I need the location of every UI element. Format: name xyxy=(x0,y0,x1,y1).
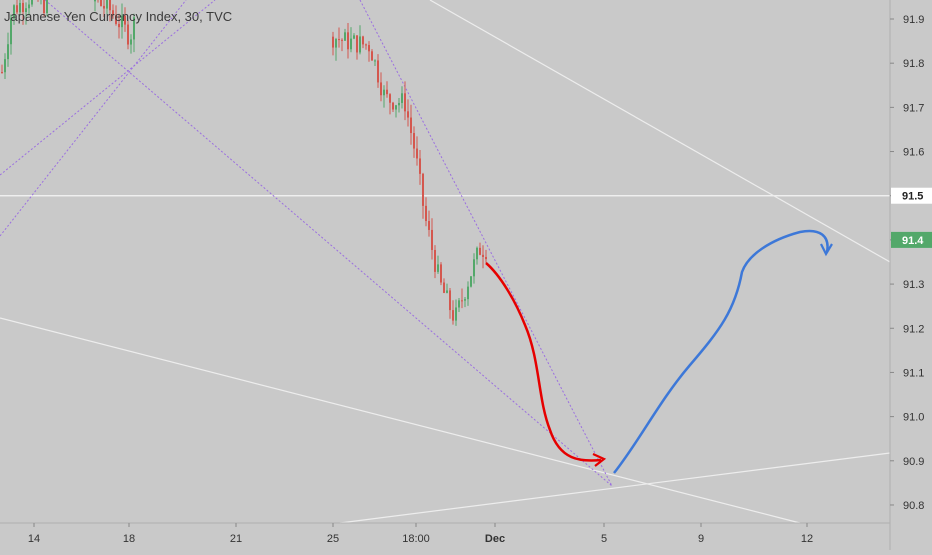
fib-line xyxy=(45,0,612,486)
candle-body xyxy=(332,37,334,48)
candle-body xyxy=(335,39,337,47)
y-tick-label: 91.1 xyxy=(903,367,924,379)
candle-body xyxy=(443,283,445,293)
candle-body xyxy=(365,44,367,45)
candle-body xyxy=(446,290,448,292)
candle-body xyxy=(1,72,3,73)
candle-body xyxy=(482,255,484,257)
candle-body xyxy=(401,93,403,103)
x-tick-label: 12 xyxy=(801,533,813,545)
candle-body xyxy=(428,221,430,230)
candle-body xyxy=(440,264,442,282)
candle-body xyxy=(344,32,346,40)
candle-body xyxy=(398,103,400,105)
candle-body xyxy=(425,206,427,221)
lower-trendline xyxy=(0,318,800,523)
candle-body xyxy=(100,0,102,6)
candle-body xyxy=(470,276,472,286)
candle-body xyxy=(461,300,463,301)
candle-body xyxy=(392,103,394,110)
y-tick-label: 90.9 xyxy=(903,456,924,468)
candle-body xyxy=(452,310,454,321)
x-tick-label: 9 xyxy=(698,533,704,545)
x-tick-label: 25 xyxy=(327,533,339,545)
y-tick-label: 91.0 xyxy=(903,412,924,424)
x-tick-label: 18:00 xyxy=(402,533,430,545)
candle-body xyxy=(437,264,439,271)
candle-body xyxy=(476,248,478,259)
candle-body xyxy=(404,93,406,111)
candle-body xyxy=(359,36,361,52)
candle-body xyxy=(4,59,6,72)
candle-body xyxy=(413,133,415,149)
candle-body xyxy=(383,90,385,96)
candle-body xyxy=(347,32,349,49)
candle-body xyxy=(473,259,475,276)
y-tick-label: 90.8 xyxy=(903,500,924,512)
candle-body xyxy=(362,36,364,44)
candle-body xyxy=(130,39,132,44)
candle-body xyxy=(28,5,30,9)
candle-body xyxy=(341,40,343,41)
candle-body xyxy=(380,82,382,95)
candle-body xyxy=(106,0,108,9)
candle-body xyxy=(31,0,33,5)
x-tick-label: 18 xyxy=(123,533,135,545)
candle-body xyxy=(455,307,457,320)
candle-body xyxy=(377,60,379,82)
candle-body xyxy=(416,149,418,159)
level-badge-label: 91.5 xyxy=(902,191,923,203)
candle-body xyxy=(356,35,358,52)
candle-body xyxy=(410,118,412,133)
y-tick-label: 91.3 xyxy=(903,279,924,291)
candle-body xyxy=(371,51,373,60)
current-price-label: 91.4 xyxy=(902,235,924,247)
candle-body xyxy=(467,287,469,299)
candle-body xyxy=(422,174,424,206)
candle-body xyxy=(127,25,129,45)
chart-title: Japanese Yen Currency Index, 30, TVC xyxy=(4,9,232,24)
candle-body xyxy=(479,248,481,255)
y-tick-label: 91.9 xyxy=(903,14,924,26)
candle-body xyxy=(464,299,466,301)
candle-body xyxy=(419,158,421,173)
candle-body xyxy=(458,300,460,307)
candle-body xyxy=(94,0,96,1)
y-tick-label: 91.8 xyxy=(903,58,924,70)
candle-body xyxy=(368,45,370,51)
candle-body xyxy=(389,94,391,103)
candle-body xyxy=(386,90,388,94)
fib-line xyxy=(360,0,612,486)
candle-body xyxy=(350,39,352,50)
upper-trendline xyxy=(430,0,890,262)
drawing-layer xyxy=(0,0,890,523)
x-tick-label: 21 xyxy=(230,533,242,545)
y-tick-label: 91.7 xyxy=(903,102,924,114)
x-tick-label: 14 xyxy=(28,533,40,545)
candle-body xyxy=(395,105,397,109)
fib-line xyxy=(0,0,215,175)
forecast-layer xyxy=(486,231,832,473)
candle-body xyxy=(431,230,433,250)
candle-body xyxy=(485,257,487,259)
candle-body xyxy=(449,290,451,310)
y-tick-label: 91.6 xyxy=(903,147,924,159)
fib-line xyxy=(0,0,186,236)
candle-body xyxy=(7,44,9,59)
bottom-trendline xyxy=(340,453,890,523)
candle-body xyxy=(338,39,340,40)
candle-body xyxy=(118,24,120,27)
y-tick-label: 91.2 xyxy=(903,323,924,335)
candle-body xyxy=(434,250,436,272)
candle-body xyxy=(374,60,376,61)
candle-body xyxy=(353,35,355,38)
x-tick-label: Dec xyxy=(485,533,505,545)
candles-layer xyxy=(1,0,487,326)
blue-forecast-path xyxy=(614,231,828,473)
x-tick-label: 5 xyxy=(601,533,607,545)
candle-body xyxy=(407,111,409,117)
